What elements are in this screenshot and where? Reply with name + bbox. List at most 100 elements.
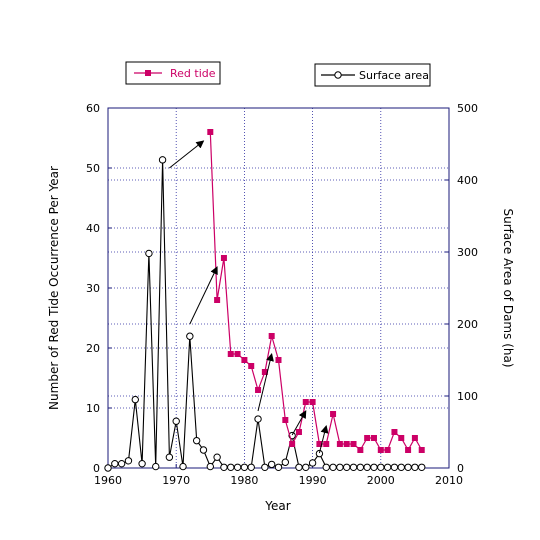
annotation-arrow	[291, 410, 307, 436]
surface-area-point	[254, 415, 262, 423]
red-tide-point	[323, 441, 330, 447]
surface-area-point	[124, 457, 133, 465]
red-tide-point	[275, 357, 282, 363]
surface-area-point	[206, 462, 215, 471]
surface-area-point	[302, 463, 310, 471]
surface-area-point	[390, 463, 399, 471]
red-tide-point	[384, 447, 391, 453]
surface-area-point	[308, 459, 317, 467]
surface-area-point	[274, 463, 283, 471]
legend-surface-area: Surface area	[314, 63, 431, 87]
y-left-tick-label: 20	[86, 342, 100, 355]
surface-area-point	[199, 446, 208, 454]
surface-area-point	[192, 436, 201, 445]
red-tide-point	[268, 333, 275, 339]
y-axis-left-ticks: 0 10 20 30 40 50 60	[86, 102, 112, 475]
red-tide-point	[316, 441, 323, 447]
y-right-tick-label: 0	[457, 462, 464, 475]
x-tick-label: 2010	[435, 474, 463, 487]
surface-area-point	[336, 463, 344, 471]
y-right-tick-label: 500	[457, 102, 478, 115]
surface-area-point	[397, 463, 405, 471]
surface-area-point	[418, 463, 426, 471]
annotation-arrow	[318, 425, 329, 454]
surface-area-point	[315, 449, 324, 458]
surface-area-point	[152, 462, 160, 471]
red-tide-point	[391, 429, 398, 435]
annotation-arrows	[169, 140, 329, 454]
surface-area-point	[377, 463, 385, 471]
surface-area-point	[349, 463, 358, 471]
y-right-tick-label: 100	[457, 390, 478, 403]
surface-area-point	[111, 459, 119, 468]
y-right-tick-label: 400	[457, 174, 478, 187]
red-tide-point	[295, 429, 302, 435]
y-left-tick-label: 50	[86, 162, 100, 175]
surface-area-point	[329, 463, 337, 471]
red-tide-point	[336, 441, 343, 447]
surface-area-point	[295, 463, 303, 471]
annotation-arrow	[257, 353, 274, 412]
surface-area-point	[267, 460, 276, 469]
red-tide-point	[302, 399, 309, 405]
red-tide-point	[411, 435, 418, 441]
y-left-tick-label: 0	[93, 462, 100, 475]
red-tide-point	[370, 435, 377, 441]
red-tide-point	[255, 387, 262, 393]
red-tide-point	[241, 357, 248, 363]
surface-area-point	[131, 395, 139, 404]
red-tide-point	[330, 411, 337, 417]
annotation-arrow	[189, 266, 218, 325]
surface-area-point	[411, 463, 419, 471]
surface-area-point	[172, 417, 180, 425]
surface-area-point	[179, 462, 187, 471]
surface-area-point	[213, 453, 221, 461]
y-left-tick-label: 40	[86, 222, 100, 235]
y-left-tick-label: 10	[86, 402, 100, 415]
surface-area-point	[356, 463, 365, 471]
y-right-tick-label: 200	[457, 318, 478, 331]
red-tide-point	[309, 399, 316, 405]
y-axis-right-title: Surface Area of Dams (ha)	[501, 208, 515, 367]
x-axis-ticks: 1960 1970 1980 1990 2000 2010	[94, 464, 463, 487]
surface-area-point	[145, 249, 153, 258]
red-tide-point	[248, 363, 255, 369]
red-tide-point	[234, 351, 241, 357]
x-tick-label: 2000	[367, 474, 395, 487]
surface-area-point	[343, 463, 351, 471]
red-tide-point	[214, 297, 221, 303]
surface-area-line	[107, 159, 422, 469]
legend-red-tide: Red tide	[125, 61, 221, 85]
surface-area-point	[138, 459, 146, 468]
surface-area-point	[281, 458, 290, 466]
red-tide-point	[227, 351, 234, 357]
surface-area-point	[227, 463, 235, 471]
surface-area-point	[322, 463, 330, 471]
surface-area-point	[261, 463, 269, 471]
legend-red-tide-label: Red tide	[170, 67, 216, 80]
y-axis-left-title: Number of Red Tide Occurrence Per Year	[47, 166, 61, 410]
y-left-tick-label: 60	[86, 102, 100, 115]
surface-area-point	[383, 463, 392, 471]
series-red-tide	[207, 129, 425, 453]
surface-area-point	[220, 463, 228, 471]
x-tick-label: 1980	[230, 474, 258, 487]
legend-surface-area-label: Surface area	[359, 69, 429, 82]
red-tide-point	[398, 435, 405, 441]
red-tide-point	[220, 255, 227, 261]
red-tide-point	[405, 447, 412, 453]
surface-area-point	[104, 464, 112, 472]
red-tide-point	[350, 441, 357, 447]
red-tide-point	[289, 441, 296, 447]
surface-area-point	[247, 463, 255, 471]
red-tide-point	[418, 447, 425, 453]
gridlines	[108, 108, 449, 468]
annotation-arrow	[169, 140, 205, 169]
surface-area-point	[240, 463, 249, 471]
x-axis-title: Year	[264, 499, 290, 513]
x-tick-label: 1960	[94, 474, 122, 487]
red-tide-point	[364, 435, 371, 441]
surface-area-point	[370, 463, 378, 471]
red-tide-point	[207, 129, 214, 135]
